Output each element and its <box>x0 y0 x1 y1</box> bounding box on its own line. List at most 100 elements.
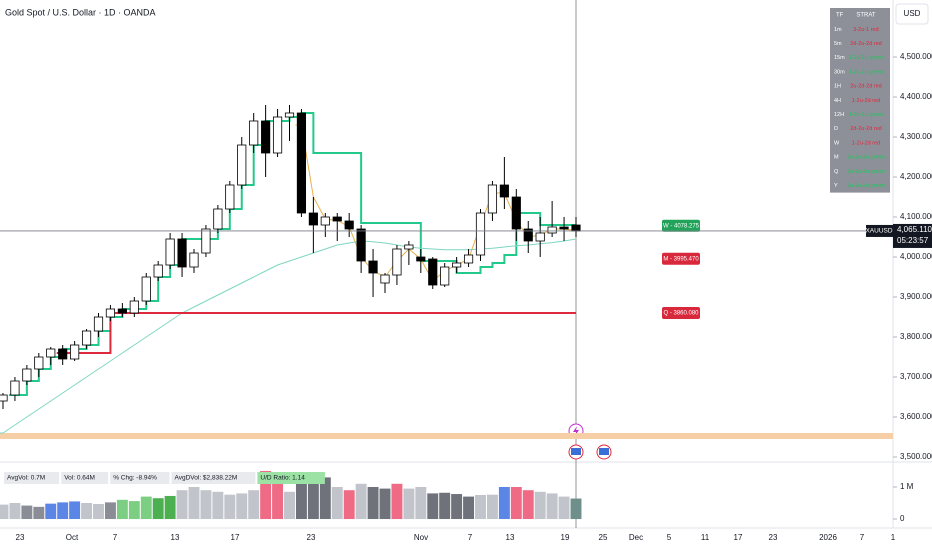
flag <box>571 448 581 455</box>
lightning <box>573 426 579 436</box>
volume-bar <box>403 488 415 520</box>
volume-bar <box>45 503 57 520</box>
candle-body <box>225 184 235 210</box>
candle-body <box>165 238 175 266</box>
candle-body <box>237 144 247 186</box>
y-tick-label: 4,300.000 <box>900 132 932 141</box>
volume-bar <box>379 488 391 520</box>
zone <box>0 433 893 439</box>
table-strat: 2d-2u-2d red <box>850 41 882 47</box>
price-box <box>893 223 932 248</box>
candle-body <box>344 220 354 230</box>
volume-bar <box>188 486 200 520</box>
candle-body <box>117 308 127 314</box>
x-tick-label: 1 <box>891 533 896 542</box>
y-tick-label: 3,800.000 <box>900 332 932 341</box>
volume-bar <box>451 494 463 520</box>
volume-bar <box>343 490 355 520</box>
table-strat: 1-2u-2u green <box>849 55 884 61</box>
volume-bar <box>415 486 427 520</box>
volume-bar <box>164 495 176 520</box>
table-strat: 2u-2u-2u green <box>847 183 885 189</box>
candle-body <box>58 348 68 360</box>
table-tf: W <box>834 140 840 146</box>
table-strat: 1-2u-2u green <box>849 69 884 75</box>
volume-bar <box>427 493 439 520</box>
table-strat: 1-2u-2d red <box>852 98 880 104</box>
candle-body <box>499 184 509 198</box>
x-tick-label: Oct <box>66 533 79 542</box>
volume-bar <box>295 480 307 520</box>
candle-body <box>428 258 438 286</box>
table-strat: 1-2u-2u green <box>849 112 884 118</box>
volume-bar <box>140 496 152 520</box>
volume-bar <box>391 483 403 520</box>
stat-box <box>171 472 256 484</box>
candle-body <box>0 394 8 402</box>
candle-body <box>296 112 307 214</box>
candle-body <box>475 212 486 256</box>
stat-box <box>257 472 325 484</box>
volume-stat: AvgVol: 0.7M <box>7 475 45 482</box>
volume-bar <box>176 490 188 520</box>
table-tf: 5m <box>834 41 842 47</box>
level-label: W - 4078.275 <box>663 223 700 229</box>
volume-bar <box>33 506 45 520</box>
x-tick-label: 7 <box>860 533 865 542</box>
stat-box <box>61 472 109 484</box>
volume-bar <box>104 502 116 520</box>
y-tick-label: 3,500.000 <box>900 452 932 461</box>
candle-body <box>511 196 521 230</box>
volume-bar <box>200 490 212 520</box>
x-tick-label: 2026 <box>819 533 837 542</box>
currency[interactable]: USD <box>904 9 921 18</box>
volume-bar <box>236 493 248 520</box>
volume-bar <box>152 498 164 520</box>
volume-bar <box>21 505 33 520</box>
candle-body <box>70 344 80 360</box>
y-tick-label: 4,000.000 <box>900 252 932 261</box>
candle-body <box>332 216 342 222</box>
symbol: XAUUSD <box>865 228 892 235</box>
candle-body <box>523 228 533 242</box>
volume-bar <box>212 491 224 520</box>
candle-body <box>368 260 378 274</box>
table-tf: 30m <box>834 69 845 75</box>
candle-body <box>22 368 32 382</box>
table-strat: 2u-2d-2d red <box>850 84 882 90</box>
candle-body <box>105 308 116 318</box>
candle-body <box>440 266 450 286</box>
table-tf: 12H <box>834 112 844 118</box>
volume-bar <box>272 477 284 520</box>
x-tick-label: 11 <box>701 533 710 542</box>
table-tf: 15m <box>834 55 845 61</box>
countdown: 05:23:57 <box>897 236 929 245</box>
x-tick-label: 19 <box>561 533 570 542</box>
level-box <box>662 306 700 319</box>
table-strat: 2d-2u-2d red <box>850 126 882 132</box>
volume-bar <box>9 503 21 520</box>
candle-body <box>261 120 271 154</box>
x-tick-label: 23 <box>307 533 316 542</box>
table-tf: M <box>834 155 839 161</box>
x-tick-label: 23 <box>769 533 778 542</box>
level-box <box>662 219 700 232</box>
strat-table <box>830 8 890 193</box>
candle-body <box>129 300 139 314</box>
x-tick-label: 17 <box>734 533 743 542</box>
x-tick-label: 13 <box>171 533 180 542</box>
x-tick-label: 7 <box>468 533 473 542</box>
y-tick-label: 4,200.000 <box>900 172 932 181</box>
candle-body <box>463 254 474 264</box>
candle-body <box>213 208 223 230</box>
volume-bar <box>570 498 582 520</box>
currency-button[interactable] <box>895 3 929 25</box>
x-tick-label: 5 <box>667 533 672 542</box>
volume-bar <box>224 494 236 520</box>
level-label: Q - 3860.080 <box>663 311 699 317</box>
candle-body <box>559 226 569 230</box>
chart-title: Gold Spot / U.S. Dollar · 1D · OANDA <box>5 7 156 17</box>
candle-body <box>487 184 498 214</box>
volume-bar <box>307 483 319 520</box>
